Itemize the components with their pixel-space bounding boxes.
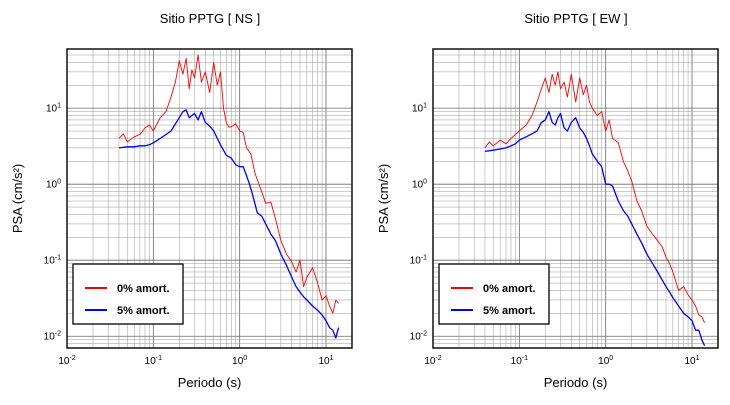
x-axis-label: Periodo (s) (178, 375, 242, 390)
legend-label: 5% amort. (117, 305, 170, 317)
x-tick-label: 100 (232, 355, 247, 367)
x-tick-mantissa: 10 (318, 356, 330, 367)
y-tick-exponent: -1 (421, 255, 427, 262)
series-line-damped (484, 110, 706, 346)
legend-label: 5% amort. (483, 305, 536, 317)
y-tick-mantissa: 10 (44, 256, 56, 267)
y-tick-exponent: 1 (57, 103, 61, 110)
y-axis-label: PSA (cm/s²) (376, 164, 391, 233)
x-tick-mantissa: 10 (684, 356, 696, 367)
x-tick-label: 10-2 (58, 355, 75, 367)
y-tick-mantissa: 10 (410, 256, 422, 267)
x-tick-mantissa: 10 (58, 356, 70, 367)
y-tick-label: 100 (46, 179, 61, 191)
x-tick-label: 101 (684, 355, 699, 367)
y-axis-label: PSA (cm/s²) (10, 164, 25, 233)
legend: 0% amort. 5% amort. (438, 263, 550, 325)
y-tick-exponent: -1 (55, 255, 61, 262)
x-tick-exponent: 1 (330, 355, 334, 362)
y-tick-label: 10-1 (44, 255, 61, 267)
y-tick-label: 100 (412, 179, 427, 191)
y-tick-exponent: -2 (421, 331, 427, 338)
y-tick-mantissa: 10 (46, 104, 58, 115)
x-axis-label: Periodo (s) (544, 375, 608, 390)
plot-frame (66, 48, 353, 349)
legend-box (438, 263, 550, 325)
x-tick-mantissa: 10 (598, 356, 610, 367)
series-line-undamped (484, 71, 706, 323)
x-tick-exponent: 0 (609, 355, 613, 362)
grid (66, 48, 353, 349)
x-tick-exponent: -1 (156, 355, 162, 362)
x-tick-exponent: -1 (522, 355, 528, 362)
x-tick-mantissa: 10 (232, 356, 244, 367)
y-tick-label: 101 (46, 103, 61, 115)
x-tick-mantissa: 10 (145, 356, 157, 367)
x-tick-exponent: -2 (69, 355, 75, 362)
y-tick-mantissa: 10 (412, 180, 424, 191)
legend: 0% amort. 5% amort. (72, 263, 184, 325)
y-tick-label: 10-2 (410, 331, 427, 343)
series-line-damped (118, 109, 340, 339)
y-tick-mantissa: 10 (44, 332, 56, 343)
x-tick-exponent: 1 (696, 355, 700, 362)
chart-title: Sitio PPTG [ NS ] (160, 11, 260, 26)
chart-title: Sitio PPTG [ EW ] (524, 11, 627, 26)
x-tick-mantissa: 10 (424, 356, 436, 367)
y-tick-mantissa: 10 (410, 332, 422, 343)
y-tick-exponent: 0 (423, 179, 427, 186)
x-tick-label: 101 (318, 355, 333, 367)
y-tick-label: 10-1 (410, 255, 427, 267)
y-tick-exponent: 1 (423, 103, 427, 110)
x-tick-exponent: 0 (243, 355, 247, 362)
legend-label: 0% amort. (483, 283, 536, 295)
x-tick-label: 10-2 (424, 355, 441, 367)
legend-box (72, 263, 184, 325)
series-line-undamped (118, 54, 339, 314)
y-tick-exponent: 0 (57, 179, 61, 186)
y-tick-label: 101 (412, 103, 427, 115)
y-tick-mantissa: 10 (412, 104, 424, 115)
plot-frame (432, 48, 719, 349)
x-tick-mantissa: 10 (511, 356, 523, 367)
y-tick-mantissa: 10 (46, 180, 58, 191)
legend-label: 0% amort. (117, 283, 170, 295)
y-tick-exponent: -2 (55, 331, 61, 338)
x-tick-label: 100 (598, 355, 613, 367)
x-tick-label: 10-1 (145, 355, 162, 367)
x-tick-label: 10-1 (511, 355, 528, 367)
x-tick-exponent: -2 (435, 355, 441, 362)
y-tick-label: 10-2 (44, 331, 61, 343)
